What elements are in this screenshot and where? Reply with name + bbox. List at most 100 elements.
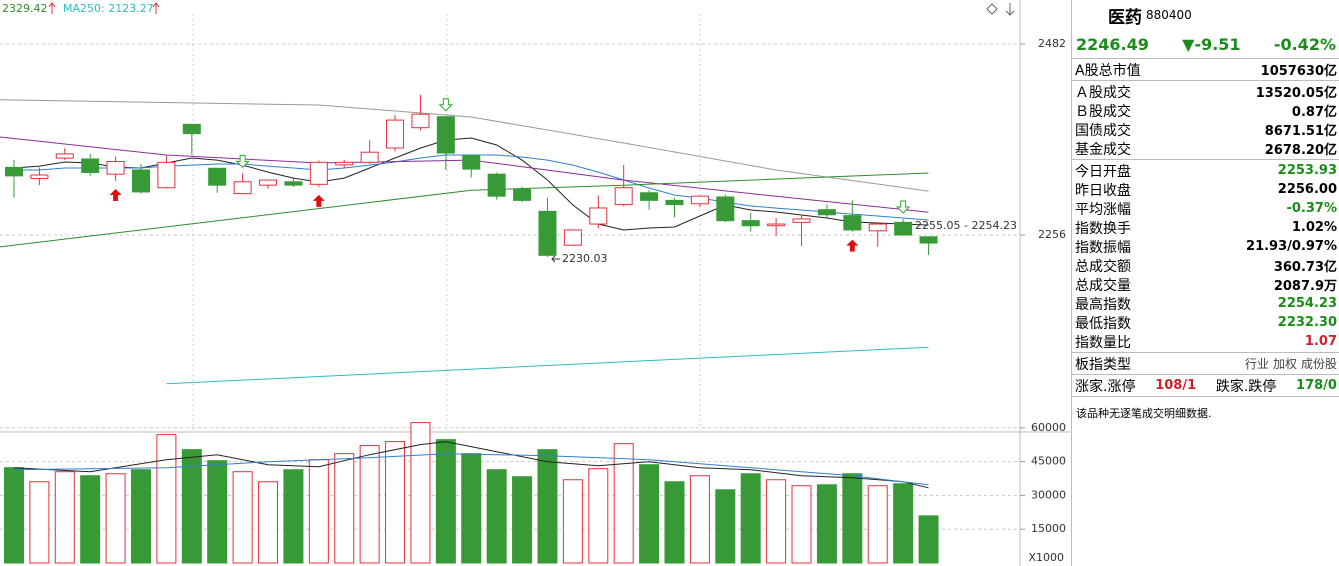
stat-row: 今日开盘 2253.93: [1072, 161, 1339, 180]
type-option[interactable]: 成份股: [1300, 357, 1337, 371]
candle-body: [894, 221, 913, 236]
candle-body: [55, 153, 74, 159]
row-value: 0.87亿: [1291, 105, 1337, 120]
volume-bar: [29, 481, 50, 564]
row-label: 昨日收盘: [1075, 182, 1131, 199]
volume-bar: [639, 464, 660, 564]
volume-bar: [410, 422, 431, 564]
row-label: 国债成交: [1075, 122, 1131, 139]
row-label: 指数量比: [1075, 334, 1131, 351]
candle-body: [335, 161, 354, 166]
volume-bar: [258, 481, 279, 564]
candle-body: [259, 179, 278, 186]
down-count: 178/0: [1296, 378, 1337, 393]
candle-body: [309, 161, 328, 185]
row-label: 基金成交: [1075, 141, 1131, 158]
volume-bar: [613, 443, 634, 564]
row-value: 2254.23: [1277, 296, 1337, 311]
scroll-button[interactable]: [1005, 3, 1015, 16]
candle-body: [563, 229, 582, 246]
row-value: 2087.9万: [1273, 279, 1337, 294]
volume-bar: [664, 481, 685, 564]
candle-body: [843, 215, 862, 231]
candle-body: [640, 192, 659, 201]
quote-panel: 医药 880400 2246.49 ▼-9.51 -0.42% A股总市值 105…: [1071, 0, 1339, 566]
row-label: 最高指数: [1075, 296, 1131, 313]
candle-body: [868, 223, 887, 232]
volume-bar: [3, 467, 24, 564]
ma-line: [13, 453, 929, 486]
indicator-value: 2329.42: [2, 2, 48, 15]
chart: 2329.42 MA250: 2123.27 2230.03 2255.05 -…: [0, 0, 1070, 566]
stat-row: 最高指数 2254.23: [1072, 294, 1339, 313]
header: 医药 880400: [1072, 0, 1339, 30]
volume-bar: [867, 485, 888, 564]
volume-bar: [918, 515, 939, 564]
candle-body: [487, 173, 506, 197]
change-pct: -0.42%: [1273, 34, 1336, 54]
candle-body: [462, 155, 481, 170]
volume-bar: [766, 479, 787, 564]
type-option[interactable]: 加权: [1272, 357, 1297, 371]
buy-signal: [846, 239, 859, 252]
row-value: 1057630亿: [1260, 64, 1337, 79]
low-pointer: [551, 255, 560, 263]
stat-row: Ｂ股成交 0.87亿: [1072, 101, 1339, 121]
volume-bar: [715, 489, 736, 564]
diamond-button[interactable]: [986, 3, 998, 15]
stats: A股总市值 1057630亿 Ａ股成交 13520.05亿 Ｂ股成交 0.87亿 国债成交 8…: [1072, 59, 1339, 353]
candle-body: [4, 166, 23, 177]
candle-body: [792, 218, 811, 223]
sector-code: 880400: [1146, 8, 1192, 22]
range-annotation: 2255.05 - 2254.23: [915, 219, 1017, 232]
volume-bar: [130, 469, 151, 564]
row-label: 涨家.涨停: [1075, 378, 1136, 395]
volume-bar: [461, 453, 482, 564]
row-value: 21.93/0.97%: [1246, 239, 1337, 254]
volume-bar: [80, 475, 101, 564]
row-label: Ａ股成交: [1075, 84, 1131, 101]
row-label: 总成交量: [1075, 277, 1131, 294]
sell-signal: [895, 200, 911, 214]
volume-bar: [181, 449, 202, 564]
breadth-row: 涨家.涨停 108/1 跌家.跌停 178/0: [1072, 376, 1339, 395]
row-value: 2256.00: [1277, 182, 1337, 197]
type-group: 板指类型 行业 加权 成份股: [1072, 353, 1339, 375]
ma-line: [13, 137, 929, 231]
row-value: 2253.93: [1277, 163, 1337, 178]
change: ▼-9.51: [1182, 34, 1241, 54]
candle-body: [767, 223, 786, 227]
candle-body: [30, 174, 49, 179]
up-count: 108/1: [1155, 378, 1197, 393]
volume-bar: [54, 471, 75, 564]
quote-row: 2246.49 ▼-9.51 -0.42%: [1072, 30, 1339, 59]
row-value: 1.02%: [1291, 220, 1337, 235]
row-label: 平均涨幅: [1075, 201, 1131, 218]
y-tick-label: 45000: [1031, 455, 1066, 468]
stat-row: 基金成交 2678.20亿: [1072, 139, 1339, 159]
candle-body: [131, 169, 150, 193]
volume-bar: [359, 445, 380, 564]
up-icon: [152, 2, 160, 14]
candle-body: [386, 119, 405, 149]
note: 该品种无逐笔成交明细数据.: [1076, 407, 1212, 420]
stat-row: 国债成交 8671.51亿: [1072, 120, 1339, 140]
volume-bar: [105, 473, 126, 564]
candle-body: [513, 188, 532, 201]
y-tick-label: 60000: [1031, 421, 1066, 434]
volume-bar: [842, 473, 863, 564]
row-label: Ｂ股成交: [1075, 103, 1131, 120]
breadth-group: 涨家.涨停 108/1 跌家.跌停 178/0: [1072, 375, 1339, 397]
indicator-value: MA250: 2123.27: [63, 2, 154, 15]
row-value: 8671.51亿: [1264, 124, 1337, 139]
ma-line: [0, 99, 929, 192]
candle-body: [716, 196, 735, 222]
type-row: 板指类型 行业 加权 成份股: [1072, 354, 1339, 373]
up-icon: [48, 2, 56, 14]
candle-body: [436, 116, 455, 154]
stat-row: 总成交额 360.73亿: [1072, 256, 1339, 276]
type-option[interactable]: 行业: [1244, 357, 1269, 371]
candle-body: [741, 220, 760, 227]
volume-bar: [283, 469, 304, 564]
candle-body: [360, 151, 379, 163]
